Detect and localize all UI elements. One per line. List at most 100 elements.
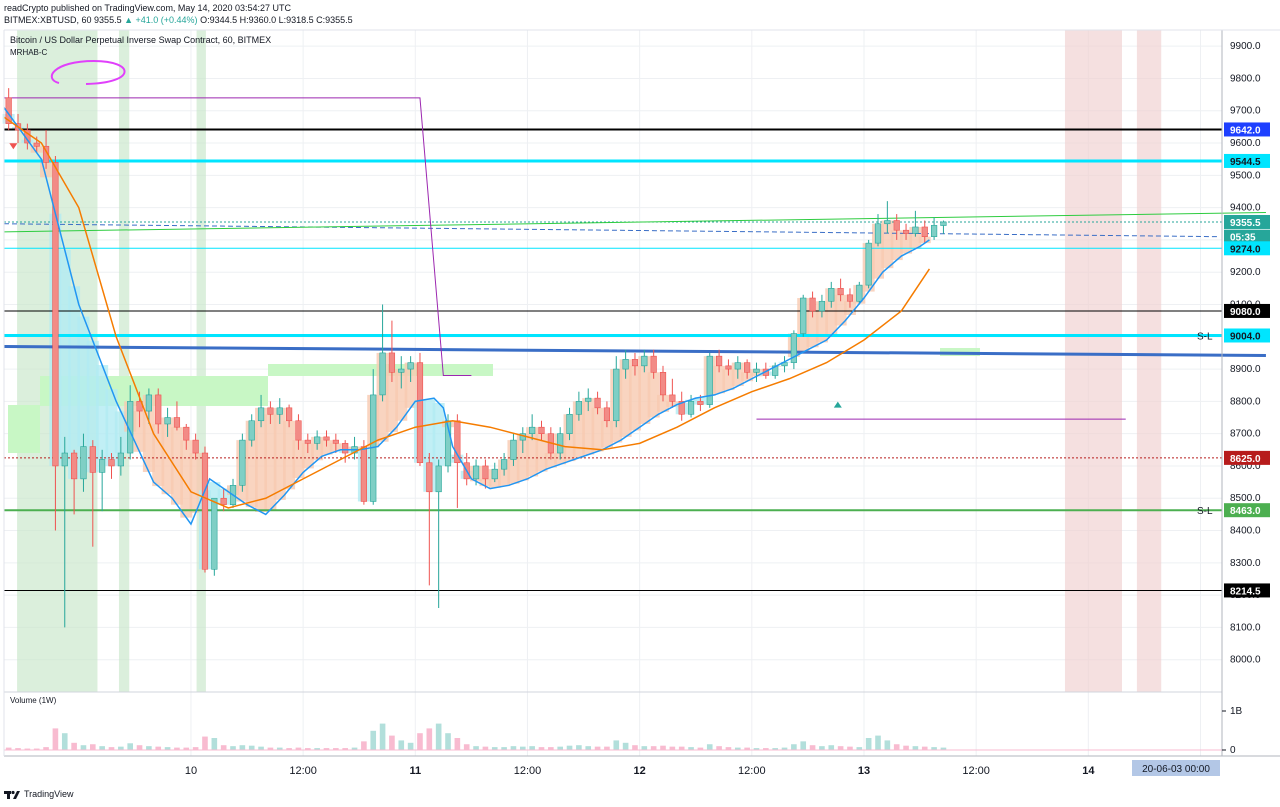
price-tick-label: 8700.0 bbox=[1230, 429, 1261, 440]
volume-bar bbox=[61, 733, 68, 750]
candle-body bbox=[865, 242, 872, 286]
candle-body bbox=[71, 452, 78, 480]
volume-bar bbox=[669, 746, 676, 750]
ribbon-segment bbox=[815, 301, 828, 343]
volume-bar bbox=[361, 741, 367, 750]
ma-ribbons bbox=[2, 113, 980, 570]
candle-body bbox=[164, 417, 171, 425]
volume-bar bbox=[342, 748, 348, 750]
shade-zones bbox=[17, 30, 1162, 692]
candle-body bbox=[538, 426, 545, 434]
time-tick-label: 12:00 bbox=[514, 765, 542, 777]
candle-body bbox=[117, 452, 124, 467]
price-tick-label: 8800.0 bbox=[1230, 396, 1261, 407]
volume-bar bbox=[407, 742, 414, 750]
ribbon-segment bbox=[628, 365, 641, 431]
volume-bar bbox=[24, 748, 31, 750]
candle-body bbox=[800, 297, 807, 334]
candle-body bbox=[837, 288, 844, 296]
volume-bar bbox=[650, 746, 657, 750]
ribbon-segment bbox=[189, 453, 202, 513]
candle-body bbox=[454, 420, 461, 464]
publish-line: readCrypto published on TradingView.com,… bbox=[4, 3, 292, 13]
sl-label: S-L bbox=[1197, 506, 1213, 517]
symbol: BITMEX:XBTUSD, 60 bbox=[4, 15, 92, 25]
volume-bar bbox=[258, 746, 264, 750]
volume-bar bbox=[239, 745, 246, 750]
price-tick-label: 8600.0 bbox=[1230, 461, 1261, 472]
ribbon-segment bbox=[591, 407, 604, 452]
time-axis: 1012:001112:001212:001312:001412:0020-06… bbox=[185, 760, 1220, 777]
volume-bar bbox=[323, 748, 330, 750]
ribbon-segment bbox=[834, 294, 847, 326]
candle-body bbox=[342, 443, 349, 454]
time-tick-label: 11 bbox=[409, 765, 421, 777]
volume-tick-label: 1B bbox=[1230, 706, 1243, 717]
hand-drawn-oval bbox=[50, 59, 126, 85]
time-tick-label: 12 bbox=[634, 765, 646, 777]
volume-bars bbox=[4, 691, 1222, 751]
candle-body bbox=[379, 352, 386, 396]
candle-body bbox=[510, 439, 517, 460]
volume-bar bbox=[33, 748, 40, 750]
volume-bar bbox=[921, 746, 928, 750]
candle-body bbox=[846, 294, 854, 302]
price-tick-label: 9900.0 bbox=[1230, 41, 1261, 52]
volume-bar bbox=[772, 748, 778, 750]
candle-body bbox=[529, 426, 536, 434]
chart-frame bbox=[3, 29, 1280, 757]
price-label-box bbox=[1224, 303, 1270, 318]
candle-body bbox=[145, 394, 152, 412]
candle-body bbox=[715, 355, 723, 367]
candle-body bbox=[323, 436, 330, 441]
volume-bar bbox=[781, 747, 788, 750]
volume-bar bbox=[538, 747, 545, 750]
candle-body bbox=[585, 397, 592, 402]
candle-body bbox=[650, 355, 657, 373]
ribbon-segment bbox=[638, 356, 651, 424]
candle-body bbox=[276, 407, 283, 415]
candle-body bbox=[790, 333, 797, 363]
volume-bar bbox=[333, 748, 339, 750]
volume-bar bbox=[576, 745, 582, 750]
candle-body bbox=[80, 446, 87, 480]
sl-label: S-L bbox=[1197, 331, 1213, 342]
time-tick-label: 12:00 bbox=[738, 765, 766, 777]
volume-bar bbox=[903, 745, 909, 750]
volume-bar bbox=[940, 747, 947, 750]
candle-body bbox=[314, 436, 321, 444]
volume-bar bbox=[71, 742, 77, 750]
price-tick-label: 8900.0 bbox=[1230, 364, 1261, 375]
ribbon-segment bbox=[86, 340, 99, 473]
candle-body bbox=[248, 420, 255, 441]
volume-bar bbox=[80, 745, 87, 750]
candle-body bbox=[631, 359, 639, 367]
volume-bar bbox=[725, 747, 732, 750]
candle-body bbox=[753, 368, 760, 373]
price-change: ▲ +41.0 (+0.44%) bbox=[124, 15, 198, 25]
ribbon-segment bbox=[516, 433, 529, 481]
ribbon-segment bbox=[292, 440, 305, 479]
volume-bar bbox=[875, 735, 881, 750]
candle-body bbox=[108, 459, 115, 467]
volume-bar bbox=[501, 747, 507, 750]
volume-bar bbox=[744, 747, 750, 750]
price-label-text: 8214.5 bbox=[1230, 586, 1261, 597]
price-tick-label: 9600.0 bbox=[1230, 138, 1261, 149]
volume-bar bbox=[5, 747, 12, 750]
volume-bar bbox=[594, 746, 601, 750]
volume-bar bbox=[146, 746, 152, 750]
volume-bar bbox=[89, 744, 96, 750]
candle-body bbox=[697, 401, 704, 405]
candle-body bbox=[575, 401, 582, 415]
volume-bar bbox=[660, 745, 666, 750]
shade-zone bbox=[118, 30, 130, 692]
volume-bar bbox=[566, 745, 573, 750]
time-tick-label: 13 bbox=[858, 765, 870, 777]
volume-bar bbox=[753, 748, 760, 750]
volume-bar bbox=[529, 746, 535, 750]
symbol-line: BITMEX:XBTUSD, 60 9355.5 ▲ +41.0 (+0.44%… bbox=[4, 15, 353, 25]
volume-bar bbox=[286, 748, 292, 750]
volume-bar bbox=[585, 746, 592, 750]
